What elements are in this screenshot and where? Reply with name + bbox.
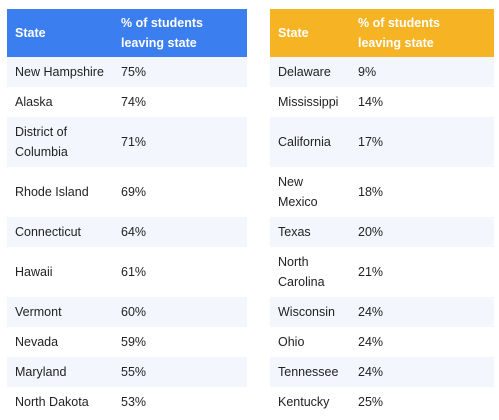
table-row: Vermont 60% (7, 297, 247, 327)
table-row: New Mexico 18% (270, 167, 494, 217)
header-percent: % of students leaving state (113, 9, 247, 57)
percent-cell: 69% (121, 185, 147, 199)
table-row: Tennessee 24% (270, 357, 494, 387)
percent-cell: 24% (358, 335, 384, 349)
state-cell: Mississippi (278, 95, 339, 109)
table-row: Maryland 55% (7, 357, 247, 387)
percent-cell: 24% (350, 357, 494, 387)
percent-cell: 20% (350, 217, 494, 247)
state-cell: New Hampshire (7, 57, 113, 87)
table-row: Wisconsin 24% (270, 297, 494, 327)
percent-cell: 64% (113, 217, 247, 247)
state-cell: Ohio (278, 335, 305, 349)
percent-cell: 74% (121, 95, 147, 109)
table-row: Kentucky 25% (270, 387, 494, 417)
state-cell: Connecticut (7, 217, 113, 247)
state-cell: Wisconsin (270, 297, 350, 327)
state-cell: Alaska (15, 95, 53, 109)
table-row: Hawaii 61% (7, 247, 247, 297)
table-row: Nevada 59% (7, 327, 247, 357)
state-cell: Maryland (7, 357, 113, 387)
state-cell: Vermont (7, 297, 113, 327)
percent-cell: 61% (121, 265, 147, 279)
percent-cell: 24% (350, 297, 494, 327)
header-state: State (270, 9, 350, 57)
table-row: Alaska 74% (7, 87, 247, 117)
lowest-leaving-table: State % of students leaving state Delawa… (270, 9, 494, 417)
header-percent: % of students leaving state (350, 9, 494, 57)
table-header-row: State % of students leaving state (270, 9, 494, 57)
state-cell: Tennessee (270, 357, 350, 387)
state-cell: New Mexico (278, 175, 318, 209)
state-cell: North Dakota (15, 395, 89, 409)
percent-cell: 17% (350, 117, 494, 167)
percent-cell: 60% (113, 297, 247, 327)
table-row: North Carolina 21% (270, 247, 494, 297)
percent-cell: 9% (350, 57, 494, 87)
percent-cell: 55% (113, 357, 247, 387)
state-cell: Rhode Island (15, 185, 89, 199)
percent-cell: 21% (358, 265, 384, 279)
table-row: Delaware 9% (270, 57, 494, 87)
percent-cell: 59% (121, 335, 147, 349)
percent-cell: 25% (358, 395, 384, 409)
state-cell: Nevada (15, 335, 59, 349)
table-header-row: State % of students leaving state (7, 9, 247, 57)
table-row: North Dakota 53% (7, 387, 247, 417)
table-row: New Hampshire 75% (7, 57, 247, 87)
table-row: Connecticut 64% (7, 217, 247, 247)
state-cell: California (270, 117, 350, 167)
state-cell: District of Columbia (7, 117, 113, 167)
state-cell: Kentucky (278, 395, 330, 409)
state-cell: North Carolina (278, 255, 325, 289)
table-row: Mississippi 14% (270, 87, 494, 117)
table-row: Texas 20% (270, 217, 494, 247)
percent-cell: 14% (358, 95, 384, 109)
table-row: Ohio 24% (270, 327, 494, 357)
state-cell: Texas (270, 217, 350, 247)
highest-leaving-table: State % of students leaving state New Ha… (7, 9, 247, 417)
state-cell: Delaware (270, 57, 350, 87)
table-row: District of Columbia 71% (7, 117, 247, 167)
percent-cell: 53% (121, 395, 147, 409)
percent-cell: 75% (113, 57, 247, 87)
percent-cell: 71% (113, 117, 247, 167)
state-cell: Hawaii (15, 265, 53, 279)
table-row: California 17% (270, 117, 494, 167)
header-state: State (7, 9, 113, 57)
table-row: Rhode Island 69% (7, 167, 247, 217)
percent-cell: 18% (358, 185, 384, 199)
